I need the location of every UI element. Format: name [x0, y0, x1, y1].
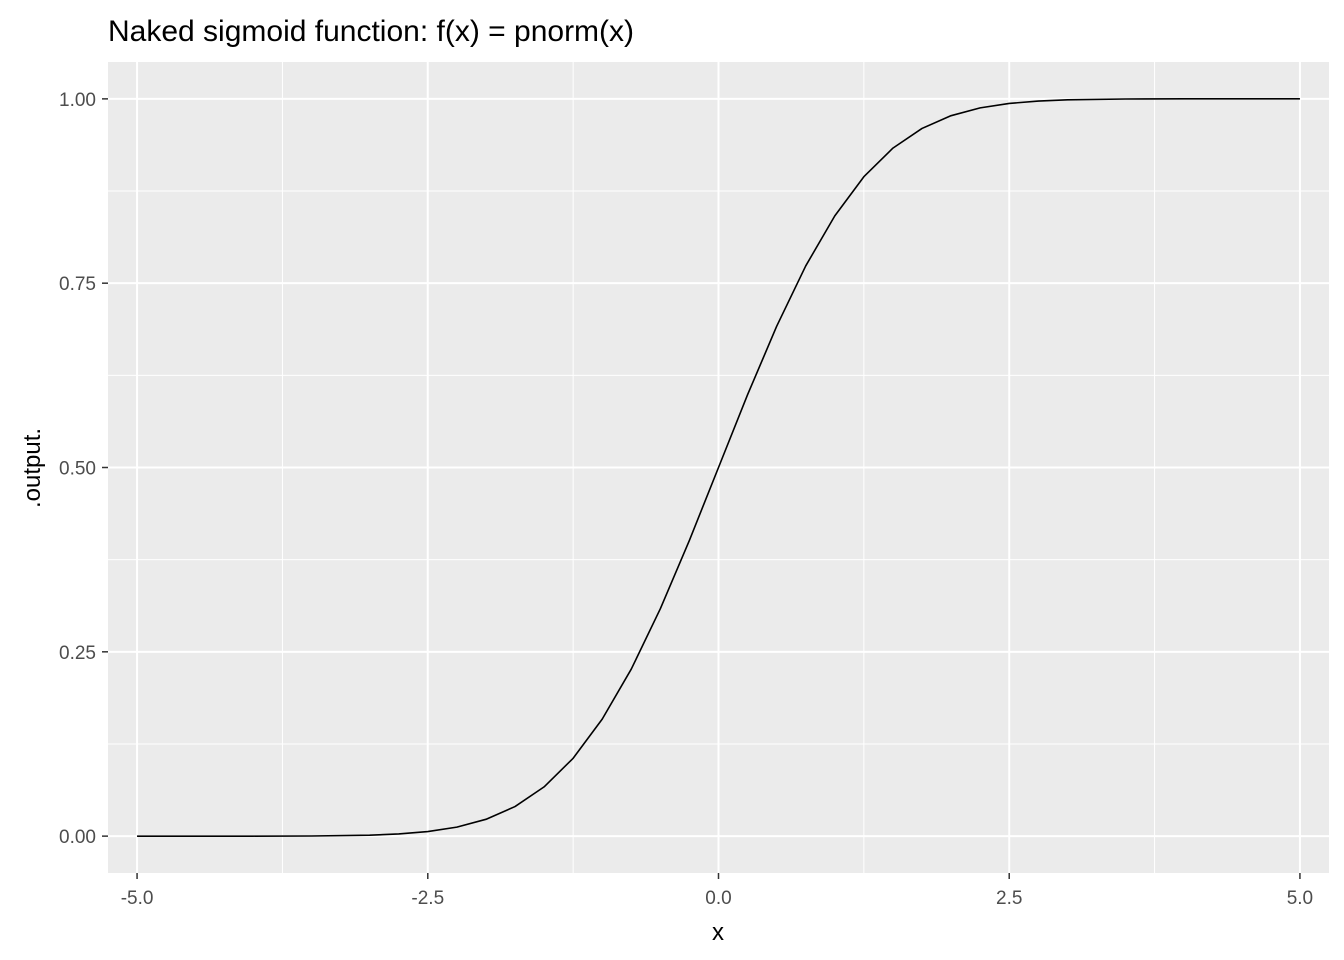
- x-axis-title: x: [712, 919, 724, 946]
- x-axis: -5.0 -2.5 0.0 2.5 5.0: [121, 873, 1313, 909]
- series-line: [137, 98, 1300, 837]
- x-tick-label: -5.0: [121, 888, 154, 909]
- x-tick-label: 0.0: [705, 888, 731, 909]
- y-tick-label: 0.75: [59, 274, 96, 295]
- y-tick-label: 1.00: [59, 90, 96, 111]
- y-axis: 0.00 0.25 0.50 0.75 1.00: [59, 90, 108, 848]
- y-tick-label: 0.00: [59, 827, 96, 848]
- chart-title: Naked sigmoid function: f(x) = pnorm(x): [108, 15, 634, 48]
- y-axis-title: .output.: [19, 428, 46, 508]
- x-tick-label: -2.5: [411, 888, 444, 909]
- x-tick-label: 5.0: [1287, 888, 1313, 909]
- y-tick-label: 0.50: [59, 459, 96, 480]
- x-tick-label: 2.5: [996, 888, 1022, 909]
- y-tick-label: 0.25: [59, 643, 96, 664]
- series-layer: [137, 98, 1300, 837]
